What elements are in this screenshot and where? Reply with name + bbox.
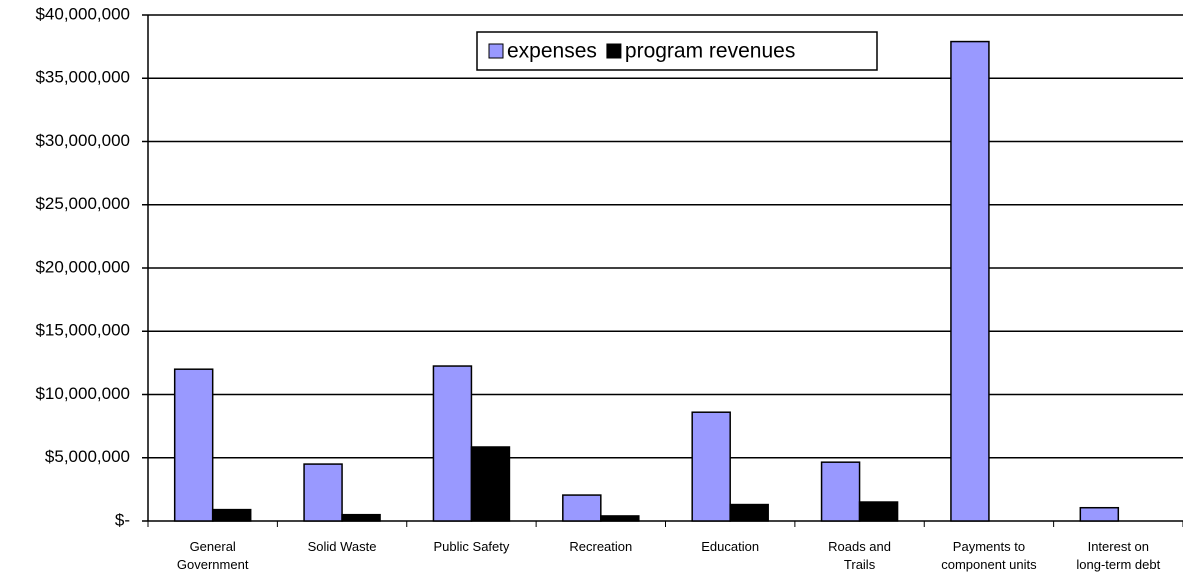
y-tick-label: $10,000,000 xyxy=(35,384,130,403)
x-tick-label-line: component units xyxy=(941,557,1037,572)
bar xyxy=(729,503,769,522)
x-tick-label-line: Government xyxy=(177,557,249,572)
x-tick-label-line: Education xyxy=(701,539,759,554)
x-tick-label: Payments to component units xyxy=(941,539,1037,572)
y-tick-label: $40,000,000 xyxy=(35,4,130,23)
x-tick-label: Public Safety xyxy=(434,539,510,554)
x-tick-label-line: Payments to xyxy=(953,539,1025,554)
x-tick-label-line: Public Safety xyxy=(434,539,510,554)
bar xyxy=(303,463,343,522)
legend-label: expenses xyxy=(507,40,597,63)
bar xyxy=(950,40,990,522)
x-tick-label-line: Solid Waste xyxy=(308,539,377,554)
legend-swatch xyxy=(606,43,622,59)
bar xyxy=(691,411,731,522)
x-tick-label: General Government xyxy=(177,539,249,572)
x-tick-label: Solid Waste xyxy=(308,539,377,554)
y-tick-label: $20,000,000 xyxy=(35,257,130,276)
x-tick-label-line: Roads and xyxy=(828,539,891,554)
bar xyxy=(211,508,252,522)
y-tick-label: $35,000,000 xyxy=(35,68,130,87)
bar xyxy=(432,365,473,522)
x-tick-label: Roads and Trails xyxy=(828,539,891,572)
bar xyxy=(820,461,861,522)
bar xyxy=(1079,506,1120,522)
x-tick-label: Education xyxy=(701,539,759,554)
bar xyxy=(562,494,602,522)
legend-swatch xyxy=(488,43,504,59)
x-tick-label-line: General xyxy=(190,539,236,554)
x-tick-label-line: Recreation xyxy=(569,539,632,554)
x-tick-label-line: Interest on xyxy=(1088,539,1149,554)
bar xyxy=(600,515,640,522)
x-tick-label: Recreation xyxy=(569,539,632,554)
y-tick-label: $30,000,000 xyxy=(35,131,130,150)
bar xyxy=(341,513,381,522)
y-tick-label: $25,000,000 xyxy=(35,194,130,213)
bar xyxy=(173,368,214,522)
bar xyxy=(858,501,899,522)
y-tick-label: $15,000,000 xyxy=(35,321,130,340)
x-tick-label: Interest on long-term debt xyxy=(1076,539,1160,572)
bar xyxy=(470,446,511,522)
y-tick-label: $5,000,000 xyxy=(45,447,130,466)
x-tick-label-line: Trails xyxy=(844,557,876,572)
legend-box xyxy=(476,31,878,71)
y-tick-label: $- xyxy=(115,510,130,529)
x-tick-label-line: long-term debt xyxy=(1076,557,1160,572)
legend-label: program revenues xyxy=(625,40,795,63)
